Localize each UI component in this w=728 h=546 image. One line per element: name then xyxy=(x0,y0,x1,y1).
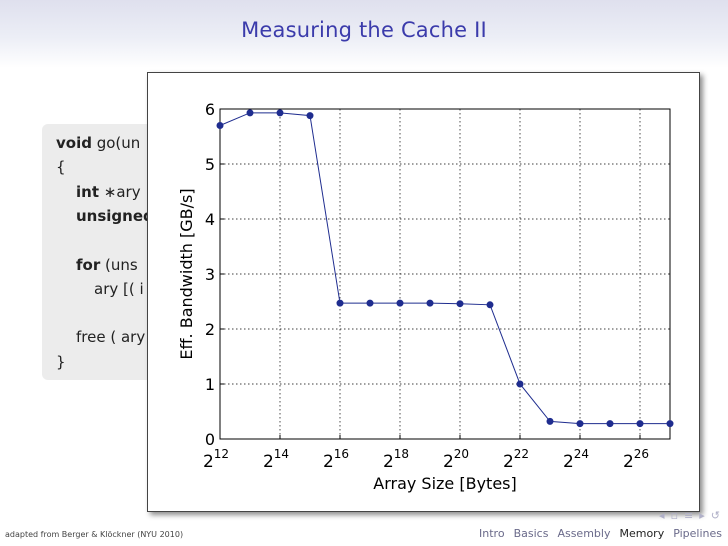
code-line: int ∗ary xyxy=(76,183,141,201)
footer-credit: adapted from Berger & Klöckner (NYU 2010… xyxy=(5,530,184,539)
data-point xyxy=(636,420,644,428)
code-keyword: unsigned xyxy=(76,207,154,225)
slide-title: Measuring the Cache II xyxy=(241,18,487,42)
data-point xyxy=(576,420,584,428)
code-text: ary [( i xyxy=(94,280,144,298)
data-point xyxy=(246,109,254,117)
code-text: free ( ary xyxy=(76,328,146,346)
data-point xyxy=(666,420,674,428)
search-icon[interactable]: ↺ xyxy=(710,509,720,522)
nav-section-assembly[interactable]: Assembly xyxy=(557,527,611,540)
x-tick-label: 226 xyxy=(623,447,649,472)
y-tick-label: 4 xyxy=(205,210,215,229)
x-tick-label: 220 xyxy=(443,447,469,472)
x-tick-label: 224 xyxy=(563,447,589,472)
code-line: unsigned xyxy=(76,207,154,225)
x-tick-label: 218 xyxy=(383,447,409,472)
y-tick-label: 3 xyxy=(205,265,215,284)
data-point xyxy=(486,301,494,309)
chart-svg: 0 1 2 3 4 5 6 212 214 216 218 220 222 224 226 Array Siz… xyxy=(177,100,674,493)
data-point xyxy=(396,299,404,307)
y-tick-label: 0 xyxy=(205,430,215,449)
code-keyword: int xyxy=(76,183,99,201)
code-text: (uns xyxy=(100,256,138,274)
x-tick-label: 216 xyxy=(323,447,349,472)
code-line: { xyxy=(56,158,66,176)
data-point xyxy=(546,417,554,425)
data-point xyxy=(516,380,524,388)
nav-section-memory[interactable]: Memory xyxy=(619,527,665,540)
code-line: free ( ary xyxy=(76,328,145,346)
code-text: } xyxy=(56,353,66,371)
data-point xyxy=(366,299,374,307)
code-keyword: for xyxy=(76,256,101,274)
y-axis-label: Eff. Bandwidth [GB/s] xyxy=(177,188,196,359)
code-text: ∗ary xyxy=(99,183,141,201)
x-tick-label: 212 xyxy=(203,447,229,472)
code-line: for (uns xyxy=(76,256,138,274)
y-tick-label: 6 xyxy=(205,100,215,119)
x-axis-label: Array Size [Bytes] xyxy=(373,474,517,493)
nav-section-intro[interactable]: Intro xyxy=(479,527,505,540)
data-point xyxy=(306,112,314,120)
y-tick-label: 5 xyxy=(205,155,215,174)
data-point xyxy=(606,420,614,428)
nav-section-pipelines[interactable]: Pipelines xyxy=(673,527,722,540)
code-line: void go(un xyxy=(56,134,140,152)
header-band xyxy=(0,0,728,68)
data-point xyxy=(216,122,224,129)
nav-section-basics[interactable]: Basics xyxy=(513,527,549,540)
data-point xyxy=(336,299,344,307)
slide-icon[interactable]: ▫ xyxy=(670,509,679,522)
code-line: } xyxy=(56,353,66,371)
chart-figure: 0 1 2 3 4 5 6 212 214 216 218 220 222 224 226 Array Siz… xyxy=(147,72,700,512)
code-text: go(un xyxy=(91,134,141,152)
next-arrow-icon[interactable]: ▸ xyxy=(699,509,705,522)
x-tick-label: 222 xyxy=(503,447,529,472)
x-tick-label: 214 xyxy=(263,447,289,472)
section-icon[interactable]: ≡ xyxy=(684,509,694,522)
beamer-nav-icons: ◂ ▫ ≡ ▸ ↺ xyxy=(480,509,720,523)
section-nav: Intro Basics Assembly Memory Pipelines xyxy=(479,527,722,540)
series-line xyxy=(219,112,670,425)
y-tick-label: 1 xyxy=(205,375,215,394)
y-tick-label: 2 xyxy=(205,320,215,339)
code-text: { xyxy=(56,158,66,176)
data-point xyxy=(276,109,284,117)
code-keyword: void xyxy=(56,134,92,152)
prev-arrow-icon[interactable]: ◂ xyxy=(659,509,665,522)
data-point xyxy=(456,300,464,308)
code-line: ary [( i xyxy=(94,280,144,298)
data-point xyxy=(426,299,434,307)
